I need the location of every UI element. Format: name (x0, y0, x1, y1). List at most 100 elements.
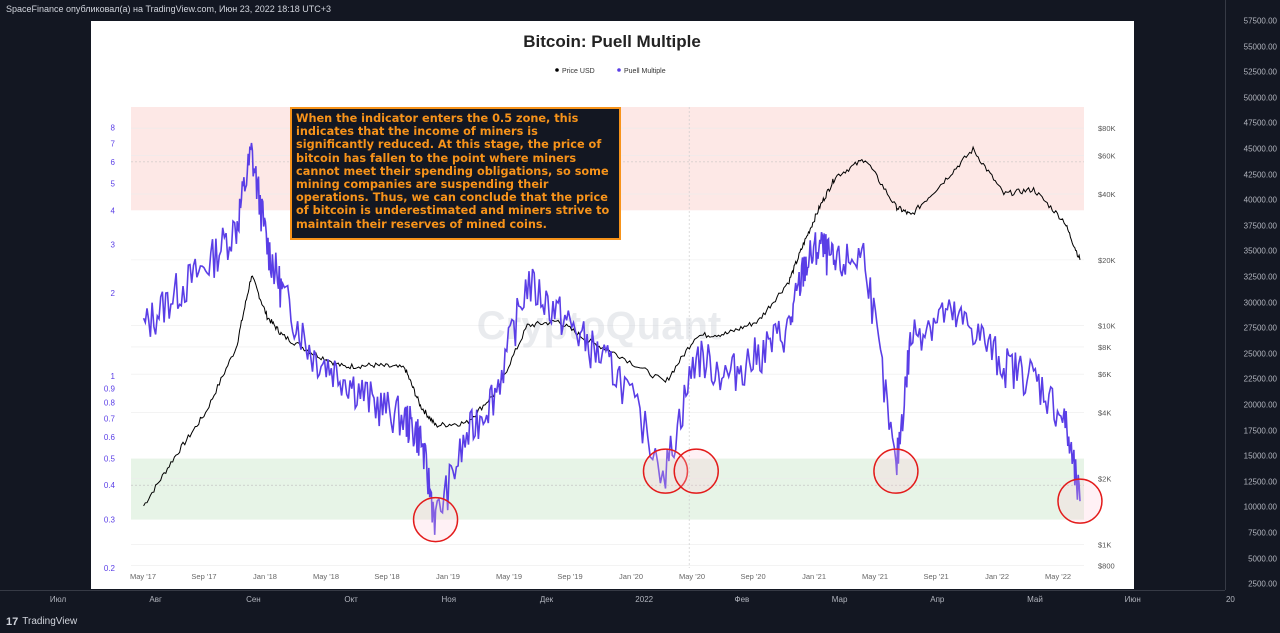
price-scale-tick: 15000.00 (1243, 451, 1277, 461)
x-tick-label: Sep '21 (923, 572, 948, 581)
x-tick-label: Jan '22 (985, 572, 1009, 581)
x-tick-label: Jan '20 (619, 572, 643, 581)
time-scale-tick: Окт (344, 595, 358, 604)
right-axis-ticks: $80K $60K $40K $20K $10K $8K $6K $4K $2K $1K $800 (1098, 124, 1116, 570)
price-scale-tick: 25000.00 (1243, 349, 1277, 359)
x-tick-label: Sep '20 (740, 572, 765, 581)
left-tick-label: 1 (111, 372, 116, 381)
price-scale-tick: 57500.00 (1243, 16, 1277, 26)
time-scale-tick: Июн (1124, 595, 1141, 604)
x-tick-label: May '22 (1045, 572, 1071, 581)
x-axis-ticks: May '17 Sep '17 Jan '18 May '18 Sep '18 Jan '… (130, 572, 1071, 581)
x-tick-label: May '18 (313, 572, 339, 581)
price-scale-tick: 52500.00 (1243, 67, 1277, 77)
price-scale-tick: 2500.00 (1248, 579, 1277, 589)
left-tick-label: 0.4 (104, 481, 116, 490)
left-tick-label: 8 (111, 124, 116, 133)
price-scale[interactable]: 57500.00 55000.00 52500.00 50000.00 47500.00… (1225, 0, 1280, 590)
time-scale-tick: Сен (246, 595, 261, 604)
time-scale[interactable]: Июл Авг Сен Окт Ноя Дек 2022 Фев Мар Апр Май Июн 20 (0, 590, 1235, 609)
left-tick-label: 7 (111, 139, 116, 148)
x-tick-label: Jan '18 (253, 572, 277, 581)
x-tick-label: Sep '18 (374, 572, 399, 581)
highlight-circles (412, 448, 1103, 543)
annotation-box: When the indicator enters the 0.5 zone, … (290, 107, 621, 240)
left-tick-label: 6 (111, 158, 116, 167)
x-tick-label: Sep '19 (557, 572, 582, 581)
price-scale-tick: 32500.00 (1243, 272, 1277, 282)
time-scale-tick: Апр (930, 595, 945, 604)
time-scale-tick: Мар (831, 595, 848, 604)
tradingview-logo-icon: 17 (6, 615, 19, 628)
right-tick-label: $6K (1098, 370, 1111, 379)
x-tick-label: Jan '21 (802, 572, 826, 581)
x-tick-label: May '19 (496, 572, 522, 581)
time-scale-tick: 20 (1225, 595, 1235, 604)
time-scale-tick: Дек (539, 595, 554, 604)
brand-name: TradingView (22, 616, 78, 627)
price-scale-tick: 5000.00 (1248, 554, 1277, 564)
price-scale-tick: 20000.00 (1243, 400, 1277, 410)
left-tick-label: 0.6 (104, 433, 116, 442)
legend-swatch (555, 68, 559, 72)
price-scale-tick: 12500.00 (1243, 477, 1277, 487)
right-tick-label: $8K (1098, 343, 1111, 352)
left-tick-label: 4 (111, 206, 116, 215)
left-tick-label: 0.8 (104, 398, 116, 407)
left-tick-label: 0.5 (104, 455, 116, 464)
right-tick-label: $4K (1098, 409, 1111, 418)
right-tick-label: $40K (1098, 190, 1116, 199)
price-scale-tick: 42500.00 (1243, 170, 1277, 180)
time-scale-tick: 2022 (635, 595, 654, 604)
right-tick-label: $1K (1098, 540, 1111, 549)
right-tick-label: $800 (1098, 562, 1115, 571)
right-tick-label: $10K (1098, 322, 1116, 331)
price-scale-tick: 35000.00 (1243, 246, 1277, 256)
x-tick-label: May '21 (862, 572, 888, 581)
price-scale-tick: 55000.00 (1243, 42, 1277, 52)
series-line-puell-multiple (142, 142, 1081, 535)
left-tick-label: 5 (111, 180, 116, 189)
footer: 17 TradingView (0, 610, 1280, 633)
legend-item: Price USD (562, 68, 595, 75)
publisher-line: SpaceFinance опубликовал(а) на TradingVi… (6, 4, 332, 14)
legend-swatch (617, 68, 621, 72)
x-tick-label: Jan '19 (436, 572, 460, 581)
price-scale-tick: 30000.00 (1243, 298, 1277, 308)
price-scale-tick: 50000.00 (1243, 93, 1277, 103)
time-scale-tick: Май (1027, 595, 1043, 604)
left-tick-label: 3 (111, 241, 116, 250)
left-tick-label: 0.2 (104, 564, 116, 573)
left-tick-label: 2 (111, 289, 116, 298)
price-scale-tick: 40000.00 (1243, 195, 1277, 205)
right-tick-label: $20K (1098, 256, 1116, 265)
right-tick-label: $60K (1098, 152, 1116, 161)
right-tick-label: $2K (1098, 475, 1111, 484)
left-tick-label: 0.9 (104, 384, 116, 393)
legend-item: Puell Multiple (624, 68, 666, 75)
time-scale-tick: Июл (49, 595, 67, 604)
chart-legend: Price USD Puell Multiple (555, 68, 666, 75)
left-axis-ticks: 8 7 6 5 4 3 2 1 0.9 0.8 0.7 0.6 0.5 0.4 0.3 0.2 (104, 124, 116, 573)
time-scale-tick: Авг (149, 595, 162, 604)
price-scale-tick: 45000.00 (1243, 144, 1277, 154)
watermark: CryptoQuant (477, 304, 721, 348)
price-scale-tick: 10000.00 (1243, 502, 1277, 512)
x-tick-label: May '17 (130, 572, 156, 581)
highlight-circle (873, 448, 919, 494)
x-tick-label: May '20 (679, 572, 705, 581)
right-tick-label: $80K (1098, 124, 1116, 133)
band-bottom (131, 458, 1084, 520)
price-scale-tick: 22500.00 (1243, 374, 1277, 384)
series-line-price-usd (143, 145, 1081, 507)
chart-title: Bitcoin: Puell Multiple (523, 32, 701, 51)
left-tick-label: 0.3 (104, 516, 116, 525)
left-tick-label: 0.7 (104, 414, 116, 423)
x-tick-label: Sep '17 (191, 572, 216, 581)
highlight-circle (1057, 478, 1103, 524)
highlight-circle (673, 448, 719, 494)
price-scale-tick: 17500.00 (1243, 426, 1277, 436)
price-scale-tick: 27500.00 (1243, 323, 1277, 333)
price-scale-tick: 37500.00 (1243, 221, 1277, 231)
highlight-circle (412, 496, 459, 543)
